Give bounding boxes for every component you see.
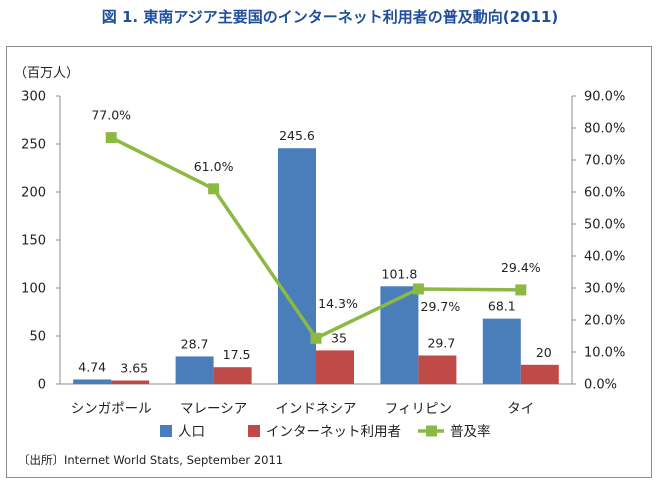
right-tick-label: 90.0% xyxy=(584,90,625,105)
left-axis-ticks: 0 50 100 150 200 250 300 xyxy=(21,90,60,393)
population-data-label: 68.1 xyxy=(488,299,516,314)
category-label: フィリピン xyxy=(385,401,452,417)
rate-data-label: 29.7% xyxy=(421,299,461,314)
rate-point-marker xyxy=(515,284,527,296)
y-axis-unit: （百万人） xyxy=(14,66,79,81)
users-data-label: 3.65 xyxy=(120,360,148,375)
bar-internet-users xyxy=(213,367,252,384)
bar-population xyxy=(380,286,419,384)
users-data-label: 29.7 xyxy=(427,335,455,350)
population-data-label: 28.7 xyxy=(181,336,209,351)
rate-data-label: 77.0% xyxy=(91,108,131,123)
rate-point-marker xyxy=(412,283,424,295)
bar-internet-users xyxy=(316,350,354,384)
bar-population xyxy=(482,318,521,384)
right-tick-label: 80.0% xyxy=(584,122,625,137)
left-tick-label: 0 xyxy=(38,378,46,393)
rate-data-label: 14.3% xyxy=(318,296,358,311)
legend-label-rate: 普及率 xyxy=(450,423,491,440)
bar-population xyxy=(73,379,112,384)
right-tick-label: 40.0% xyxy=(584,250,625,265)
rate-data-label: 29.4% xyxy=(501,260,541,275)
bar-population xyxy=(175,356,214,384)
rate-data-label: 61.0% xyxy=(194,159,234,174)
left-tick-label: 200 xyxy=(21,186,46,201)
population-data-label: 245.6 xyxy=(279,128,315,143)
category-labels: シンガポール マレーシア インドネシア フィリピン タイ xyxy=(71,401,535,417)
chart-frame xyxy=(6,46,652,478)
right-tick-label: 0.0% xyxy=(584,378,617,393)
right-axis-ticks: 0.0% 10.0% 20.0% 30.0% 40.0% 50.0% 60.0% 70.0% 8… xyxy=(572,90,625,393)
category-label: マレーシア xyxy=(180,401,247,417)
category-label: シンガポール xyxy=(71,401,152,417)
left-tick-label: 100 xyxy=(21,282,46,297)
source-note: 〔出所〕Internet World Stats, September 2011 xyxy=(18,453,284,467)
bar-population xyxy=(278,148,316,384)
bar-internet-users xyxy=(111,380,150,384)
rate-point-marker xyxy=(310,332,322,344)
right-tick-label: 50.0% xyxy=(584,218,625,233)
left-tick-label: 150 xyxy=(21,234,46,249)
users-data-label: 20 xyxy=(536,345,552,360)
right-tick-label: 30.0% xyxy=(584,282,625,297)
users-data-label: 17.5 xyxy=(223,347,251,362)
category-label: インドネシア xyxy=(276,401,357,417)
right-tick-label: 10.0% xyxy=(584,346,625,361)
left-tick-label: 300 xyxy=(21,90,46,105)
right-tick-label: 60.0% xyxy=(584,186,625,201)
legend-swatch-population xyxy=(160,425,172,437)
legend-label-population: 人口 xyxy=(178,424,205,440)
population-data-label: 4.74 xyxy=(78,359,106,374)
left-tick-label: 50 xyxy=(29,330,46,345)
legend: 人口 インターネット利用者 普及率 xyxy=(160,423,491,440)
users-data-label: 35 xyxy=(331,330,347,345)
bar-internet-users xyxy=(418,355,457,384)
right-tick-label: 20.0% xyxy=(584,314,625,329)
figure-title: 図 1. 東南アジア主要国のインターネット利用者の普及動向(2011) xyxy=(101,8,559,26)
bar-marks: 4.74 3.65 28.7 17.5 245.6 35 101.8 29.7 68.1 20 xyxy=(73,128,559,384)
bar-internet-users xyxy=(520,364,559,384)
right-tick-label: 70.0% xyxy=(584,154,625,169)
rate-point-marker xyxy=(208,183,220,195)
legend-swatch-users xyxy=(248,425,260,437)
rate-line: 77.0% 61.0% 14.3% 29.7% 29.4% xyxy=(91,108,541,344)
category-label: タイ xyxy=(507,401,534,417)
legend-marker-rate xyxy=(426,425,437,437)
population-data-label: 101.8 xyxy=(382,266,418,281)
left-tick-label: 250 xyxy=(21,138,46,153)
rate-point-marker xyxy=(105,132,117,144)
legend-label-users: インターネット利用者 xyxy=(266,424,401,440)
